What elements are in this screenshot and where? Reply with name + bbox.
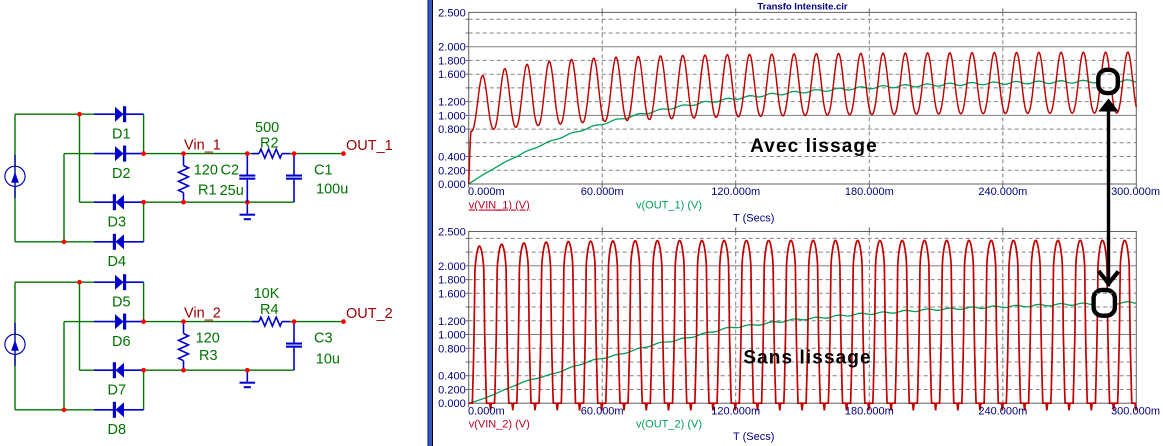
svg-text:Sans lissage: Sans lissage bbox=[743, 348, 871, 369]
svg-text:60.000m: 60.000m bbox=[581, 406, 624, 418]
svg-text:2.500: 2.500 bbox=[438, 227, 466, 239]
svg-text:R4: R4 bbox=[260, 302, 279, 318]
svg-text:C2: C2 bbox=[221, 163, 240, 179]
svg-text:0.000: 0.000 bbox=[438, 179, 466, 191]
svg-text:1.200: 1.200 bbox=[438, 97, 466, 109]
svg-text:0.000m: 0.000m bbox=[468, 186, 505, 198]
svg-text:10K: 10K bbox=[254, 286, 280, 302]
svg-text:2.000: 2.000 bbox=[438, 42, 466, 54]
svg-text:120.000m: 120.000m bbox=[711, 186, 760, 198]
svg-text:1.000: 1.000 bbox=[438, 330, 466, 342]
svg-text:Vin_2: Vin_2 bbox=[184, 305, 221, 321]
svg-text:0.200: 0.200 bbox=[438, 165, 466, 177]
svg-text:100u: 100u bbox=[316, 182, 348, 198]
svg-text:0.400: 0.400 bbox=[438, 152, 466, 164]
svg-text:C1: C1 bbox=[314, 163, 333, 179]
svg-text:240.000m: 240.000m bbox=[978, 406, 1027, 418]
svg-text:25u: 25u bbox=[220, 183, 244, 199]
svg-text:0.800: 0.800 bbox=[438, 343, 466, 355]
svg-text:300.000m: 300.000m bbox=[1111, 406, 1160, 418]
svg-text:D6: D6 bbox=[112, 334, 131, 350]
svg-text:500: 500 bbox=[255, 120, 279, 136]
svg-text:1.000: 1.000 bbox=[438, 110, 466, 122]
svg-text:180.000m: 180.000m bbox=[845, 186, 894, 198]
svg-text:D8: D8 bbox=[108, 422, 127, 438]
svg-text:120: 120 bbox=[196, 330, 220, 346]
svg-text:0.800: 0.800 bbox=[438, 124, 466, 136]
svg-text:120: 120 bbox=[194, 163, 218, 179]
svg-text:0.400: 0.400 bbox=[438, 371, 466, 383]
svg-text:T (Secs): T (Secs) bbox=[733, 213, 774, 225]
svg-text:OUT_1: OUT_1 bbox=[346, 138, 393, 154]
svg-text:D1: D1 bbox=[112, 127, 131, 143]
svg-text:v(OUT_2) (V): v(OUT_2) (V) bbox=[636, 419, 702, 431]
svg-text:R3: R3 bbox=[199, 348, 218, 364]
svg-text:180.000m: 180.000m bbox=[845, 406, 894, 418]
svg-text:0.000: 0.000 bbox=[438, 398, 466, 410]
svg-text:10u: 10u bbox=[316, 352, 340, 368]
svg-text:0.200: 0.200 bbox=[438, 385, 466, 397]
svg-text:120.000m: 120.000m bbox=[711, 406, 760, 418]
svg-text:300.000m: 300.000m bbox=[1111, 186, 1160, 198]
svg-text:v(VIN_2) (V): v(VIN_2) (V) bbox=[469, 419, 530, 431]
svg-text:OUT_2: OUT_2 bbox=[346, 306, 393, 322]
svg-text:2.500: 2.500 bbox=[438, 7, 466, 19]
svg-text:240.000m: 240.000m bbox=[978, 186, 1027, 198]
svg-text:D7: D7 bbox=[108, 382, 127, 398]
svg-text:D2: D2 bbox=[112, 166, 131, 182]
svg-text:R1: R1 bbox=[198, 182, 217, 198]
svg-text:v(VIN_1) (V): v(VIN_1) (V) bbox=[469, 200, 530, 212]
svg-text:Vin_1: Vin_1 bbox=[184, 138, 221, 154]
svg-text:D3: D3 bbox=[108, 214, 127, 230]
svg-text:0.000m: 0.000m bbox=[468, 406, 505, 418]
svg-text:Avec lissage: Avec lissage bbox=[750, 136, 878, 157]
svg-text:C3: C3 bbox=[314, 330, 333, 346]
svg-text:1.200: 1.200 bbox=[438, 316, 466, 328]
svg-text:T (Secs): T (Secs) bbox=[733, 431, 774, 443]
svg-text:D5: D5 bbox=[112, 295, 131, 311]
svg-text:v(OUT_1) (V): v(OUT_1) (V) bbox=[636, 200, 702, 212]
svg-text:Transfo Intensite.cir: Transfo Intensite.cir bbox=[757, 1, 848, 12]
svg-text:60.000m: 60.000m bbox=[581, 186, 624, 198]
svg-text:1.600: 1.600 bbox=[438, 288, 466, 300]
svg-text:1.800: 1.800 bbox=[438, 275, 466, 287]
svg-text:D4: D4 bbox=[108, 254, 127, 270]
svg-text:R2: R2 bbox=[260, 135, 279, 151]
svg-text:2.000: 2.000 bbox=[438, 261, 466, 273]
svg-text:1.800: 1.800 bbox=[438, 55, 466, 67]
svg-text:1.600: 1.600 bbox=[438, 69, 466, 81]
